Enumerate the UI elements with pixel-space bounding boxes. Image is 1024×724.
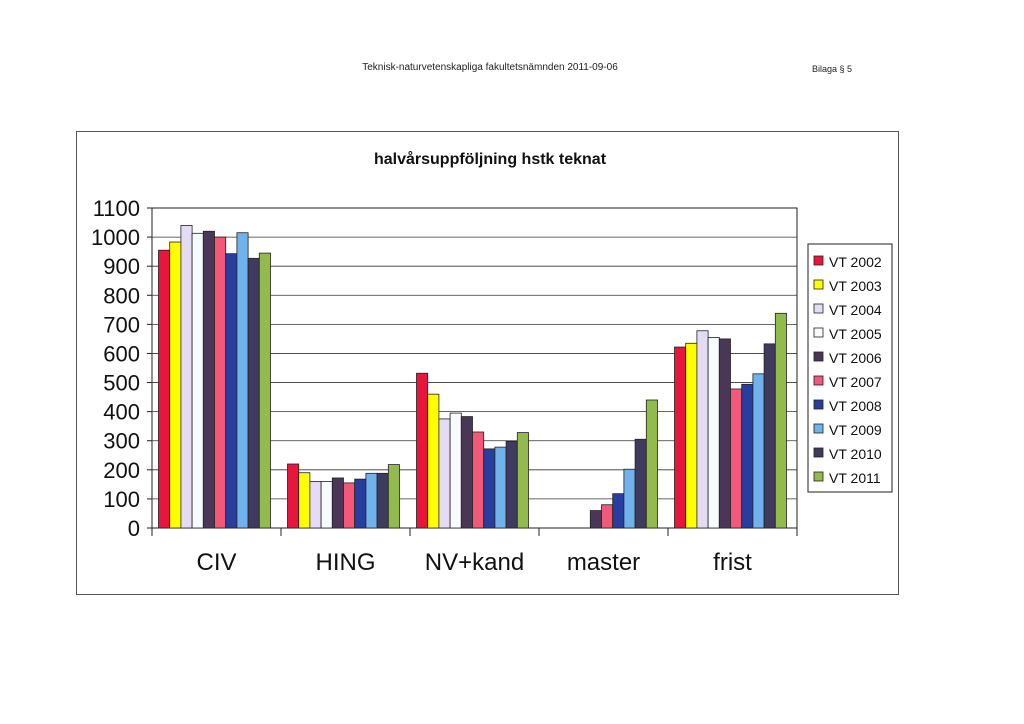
- legend-label: VT 2011: [829, 470, 881, 486]
- y-tick-label: 400: [103, 400, 140, 425]
- x-tick-label: CIV: [196, 549, 236, 576]
- bar: [343, 482, 356, 529]
- bar: [516, 432, 529, 529]
- y-tick-label: 1100: [93, 196, 140, 221]
- legend-swatch: [813, 279, 824, 290]
- bar: [236, 232, 249, 529]
- bar: [483, 448, 496, 529]
- legend-label: VT 2003: [829, 278, 882, 294]
- y-tick-label: 900: [103, 254, 140, 279]
- bar: [225, 253, 238, 529]
- bar: [169, 241, 182, 529]
- bar: [774, 312, 787, 529]
- page-header-attachment: Bilaga § 5: [811, 64, 852, 74]
- bar: [674, 346, 687, 529]
- y-tick-label: 0: [128, 516, 140, 541]
- legend-label: VT 2004: [829, 302, 882, 318]
- y-tick-label: 800: [103, 283, 140, 308]
- bar: [258, 252, 271, 529]
- legend-swatch: [813, 255, 824, 266]
- bar: [730, 388, 743, 529]
- bar: [623, 468, 636, 529]
- bar: [365, 472, 378, 529]
- legend-label: VT 2007: [829, 374, 882, 390]
- bar: [494, 446, 507, 529]
- bar: [309, 481, 322, 529]
- bar: [752, 373, 765, 529]
- bar: [707, 337, 720, 529]
- bar: [202, 230, 215, 529]
- legend-label: VT 2010: [829, 446, 882, 462]
- bar: [718, 338, 731, 529]
- bar: [298, 472, 311, 529]
- bar: [320, 481, 333, 529]
- legend-swatch: [813, 399, 824, 410]
- bar: [634, 438, 647, 529]
- legend-swatch: [813, 303, 824, 314]
- bar: [589, 510, 602, 529]
- bar: [354, 478, 367, 529]
- bar: [376, 472, 389, 529]
- bar: [685, 342, 698, 529]
- bar: [438, 418, 451, 529]
- bar: [247, 257, 260, 529]
- legend-swatch: [813, 471, 824, 482]
- bar: [505, 440, 518, 529]
- legend-label: VT 2006: [829, 350, 882, 366]
- bar: [331, 477, 344, 529]
- y-tick-label: 500: [103, 371, 140, 396]
- y-tick-label: 200: [103, 458, 140, 483]
- bar: [214, 236, 227, 529]
- bar: [763, 343, 776, 529]
- x-tick-label: frist: [713, 549, 752, 576]
- bar: [287, 463, 300, 529]
- bar: [741, 383, 754, 529]
- y-tick-label: 1000: [91, 225, 140, 250]
- bar: [427, 393, 440, 529]
- chart-frame: halvårsuppföljning hstk teknat 0 100 200 30…: [76, 131, 899, 595]
- bar: [696, 330, 709, 529]
- y-tick-label: 700: [103, 312, 140, 337]
- bar: [472, 431, 485, 529]
- bar: [191, 232, 204, 529]
- bar: [449, 412, 462, 529]
- legend-label: VT 2002: [829, 254, 882, 270]
- bar: [645, 399, 658, 529]
- y-tick-label: 300: [103, 429, 140, 454]
- legend-swatch: [813, 351, 824, 362]
- bar: [416, 372, 429, 529]
- bar-chart: halvårsuppföljning hstk teknat 0 100 200 30…: [91, 150, 893, 576]
- legend-swatch: [813, 447, 824, 458]
- legend-swatch: [813, 375, 824, 386]
- x-tick-label: master: [567, 549, 640, 576]
- x-tick-label: HING: [316, 549, 376, 576]
- legend-swatch: [813, 423, 824, 434]
- legend-label: VT 2008: [829, 398, 882, 414]
- bar: [158, 249, 171, 529]
- bar: [601, 504, 614, 529]
- y-tick-label: 100: [103, 487, 140, 512]
- y-tick-label: 600: [103, 341, 140, 366]
- chart-title: halvårsuppföljning hstk teknat: [374, 150, 607, 168]
- legend-label: VT 2005: [829, 326, 882, 342]
- bar: [180, 225, 193, 529]
- legend-swatch: [813, 327, 824, 338]
- x-tick-label: NV+kand: [425, 549, 524, 576]
- bar: [460, 416, 473, 529]
- legend-label: VT 2009: [829, 422, 882, 438]
- bar: [387, 464, 400, 529]
- page-header-title: Teknisk-naturvetenskapliga fakultetsnämn…: [362, 62, 618, 73]
- bar: [612, 493, 625, 529]
